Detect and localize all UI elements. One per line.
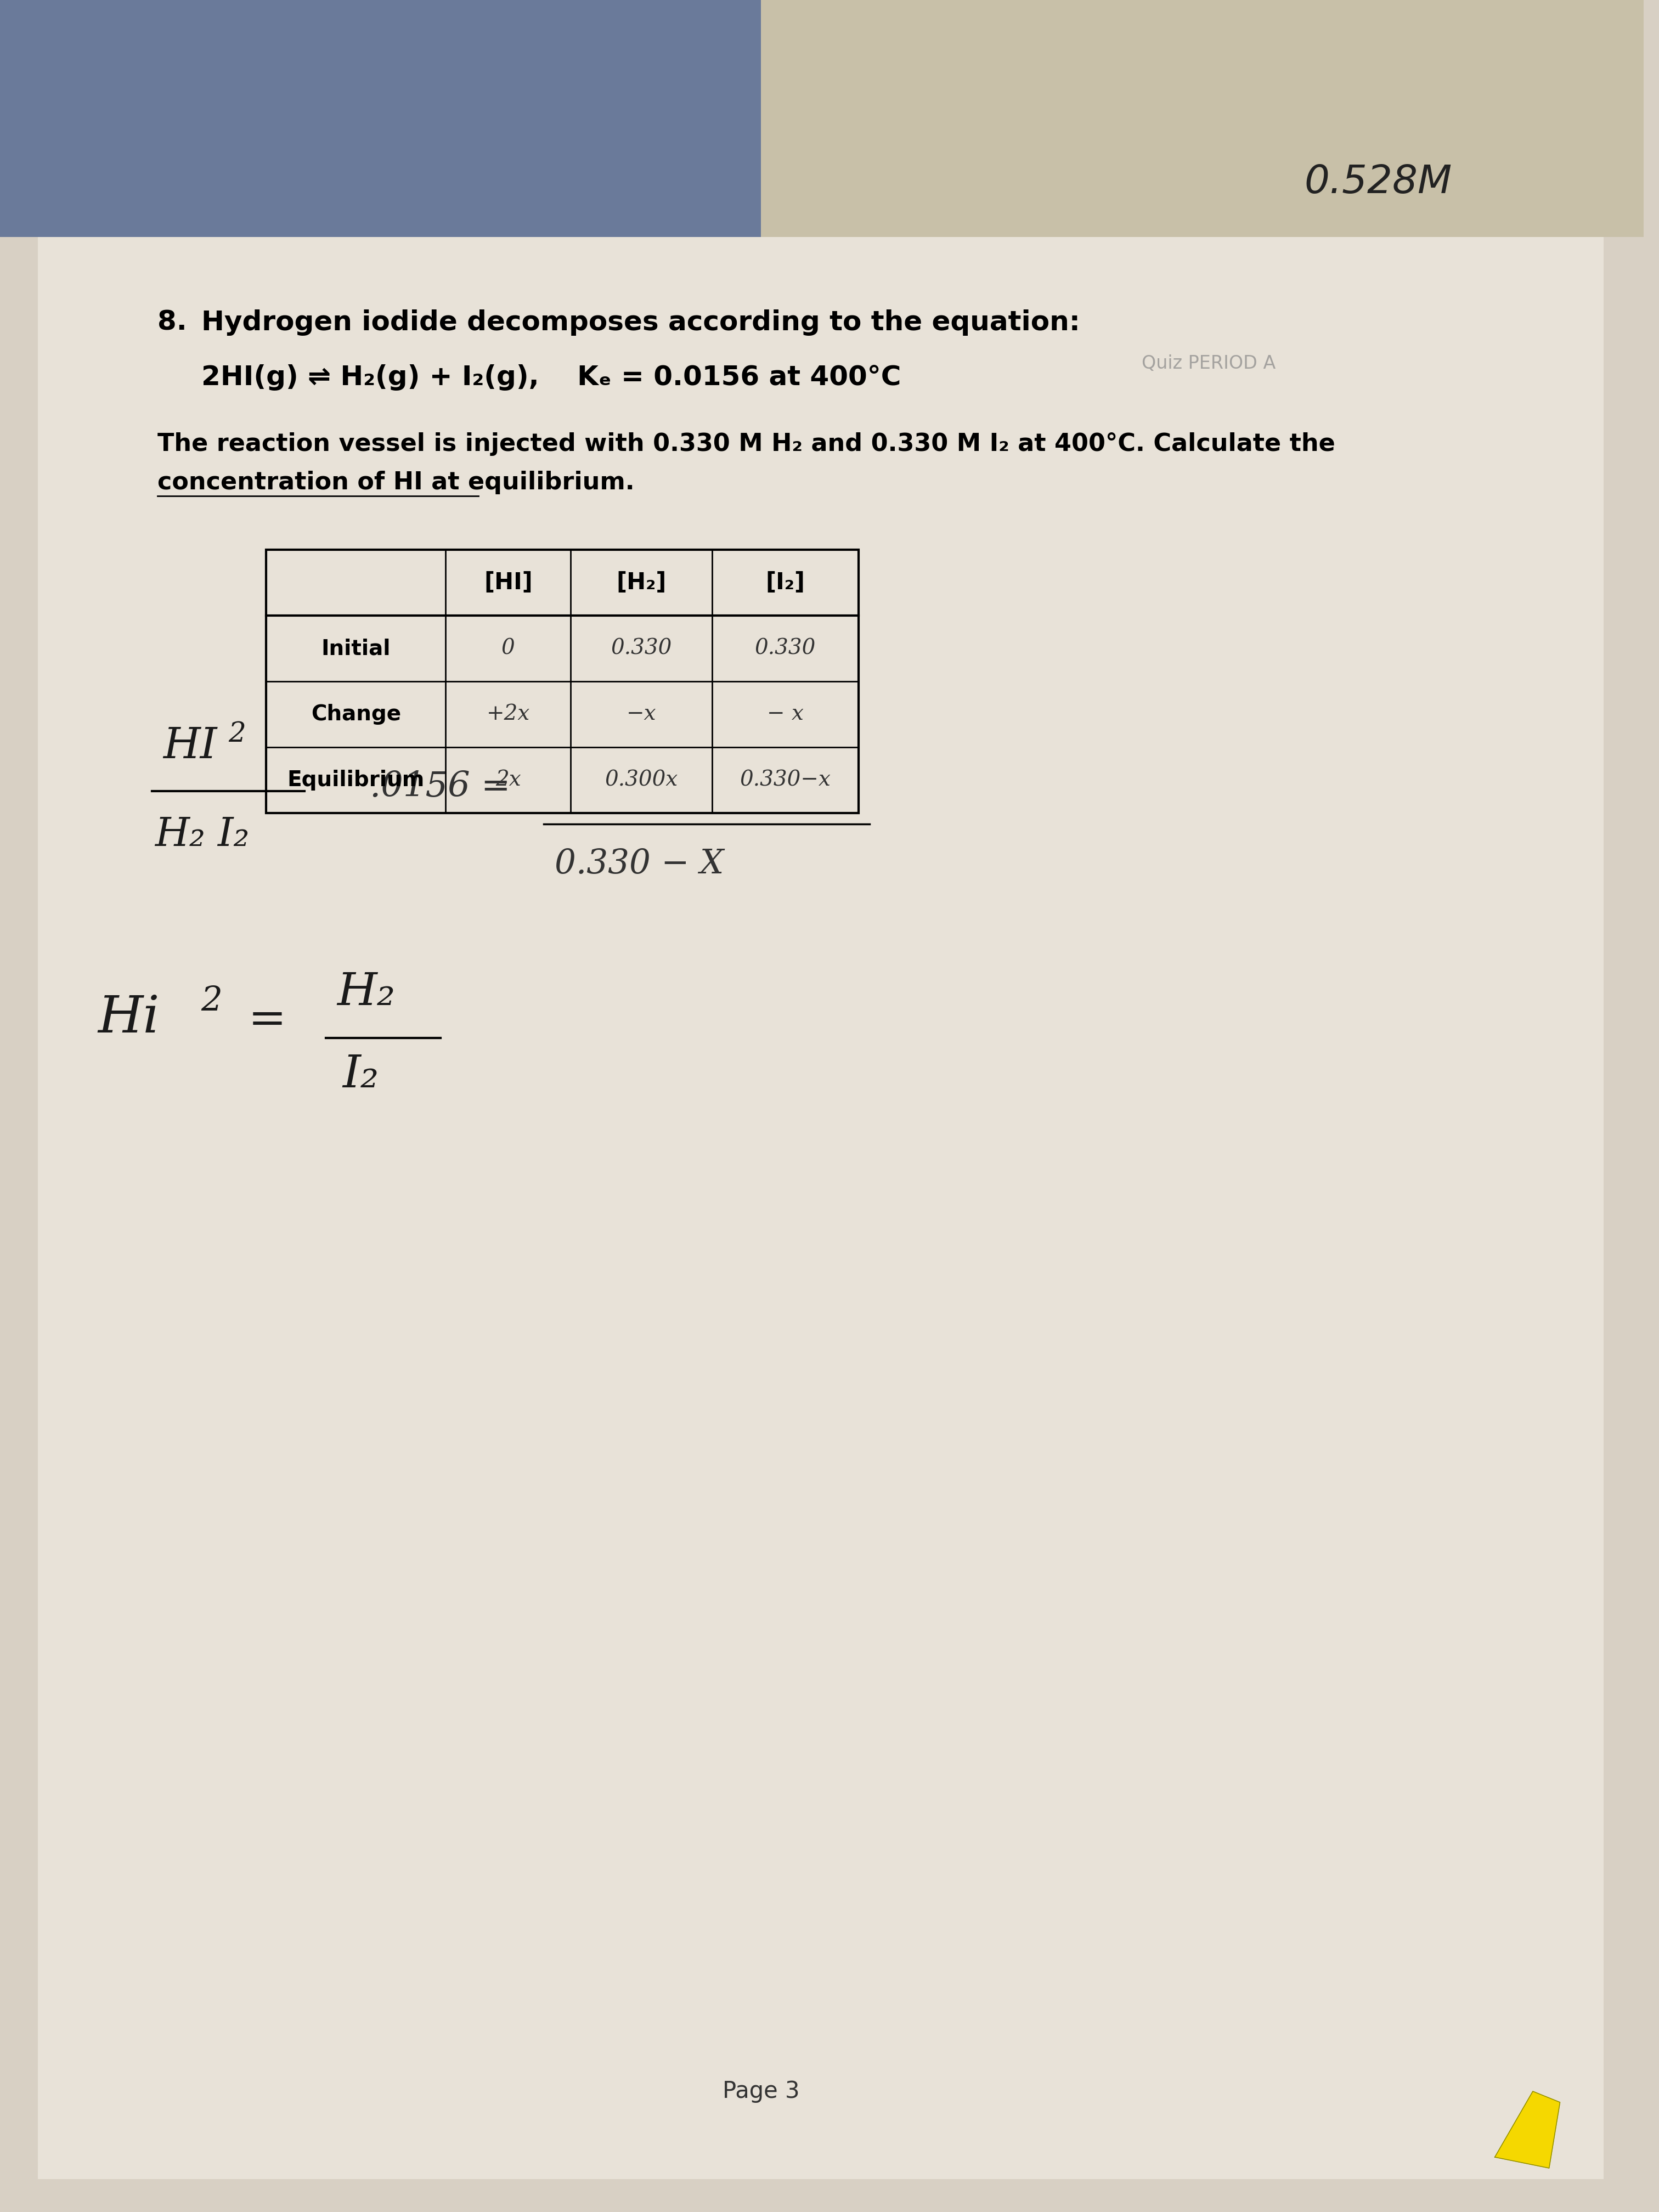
Text: .0156 =: .0156 = xyxy=(370,770,511,803)
Text: 0.330: 0.330 xyxy=(611,639,672,659)
Text: I₂: I₂ xyxy=(342,1053,378,1097)
FancyBboxPatch shape xyxy=(0,0,1644,237)
Text: +2x: +2x xyxy=(486,703,529,726)
Text: Initial: Initial xyxy=(322,637,392,659)
Text: H₂ I₂: H₂ I₂ xyxy=(154,816,249,854)
Polygon shape xyxy=(1495,2090,1559,2168)
Text: [H₂]: [H₂] xyxy=(617,571,667,595)
Text: −x: −x xyxy=(627,703,657,726)
Text: 0.300x: 0.300x xyxy=(606,770,679,790)
Text: 0.528M: 0.528M xyxy=(1304,164,1452,201)
FancyBboxPatch shape xyxy=(38,29,1604,2179)
Text: 2: 2 xyxy=(201,984,222,1018)
Text: =: = xyxy=(234,998,302,1042)
Text: Hydrogen iodide decomposes according to the equation:: Hydrogen iodide decomposes according to … xyxy=(201,310,1080,336)
Text: − x: − x xyxy=(766,703,803,726)
Text: Change: Change xyxy=(310,703,401,726)
Text: 0.330−x: 0.330−x xyxy=(740,770,831,790)
Text: Page 3: Page 3 xyxy=(722,2079,800,2104)
Text: 2: 2 xyxy=(229,721,246,748)
Text: 8.: 8. xyxy=(158,310,187,336)
Text: 2HI(g) ⇌ H₂(g) + I₂(g),    Kₑ = 0.0156 at 400°C: 2HI(g) ⇌ H₂(g) + I₂(g), Kₑ = 0.0156 at 4… xyxy=(201,365,901,392)
Text: [I₂]: [I₂] xyxy=(766,571,805,595)
Text: 2x: 2x xyxy=(496,770,521,790)
Text: The reaction vessel is injected with 0.330 M H₂ and 0.330 M I₂ at 400°C. Calcula: The reaction vessel is injected with 0.3… xyxy=(158,431,1335,456)
Text: concentration of HI at equilibrium.: concentration of HI at equilibrium. xyxy=(158,471,635,493)
Text: Hi: Hi xyxy=(98,993,159,1042)
Text: Equilibrium: Equilibrium xyxy=(287,770,425,790)
Text: [HI]: [HI] xyxy=(484,571,533,595)
Text: Quiz PERIOD A: Quiz PERIOD A xyxy=(1141,354,1276,372)
Text: 0.330: 0.330 xyxy=(755,639,816,659)
Bar xyxy=(267,551,859,814)
FancyBboxPatch shape xyxy=(761,0,1644,237)
Text: 0.330 − X: 0.330 − X xyxy=(554,847,723,880)
Text: 0: 0 xyxy=(501,639,514,659)
Text: HI: HI xyxy=(163,726,217,768)
Text: H₂: H₂ xyxy=(337,971,395,1015)
